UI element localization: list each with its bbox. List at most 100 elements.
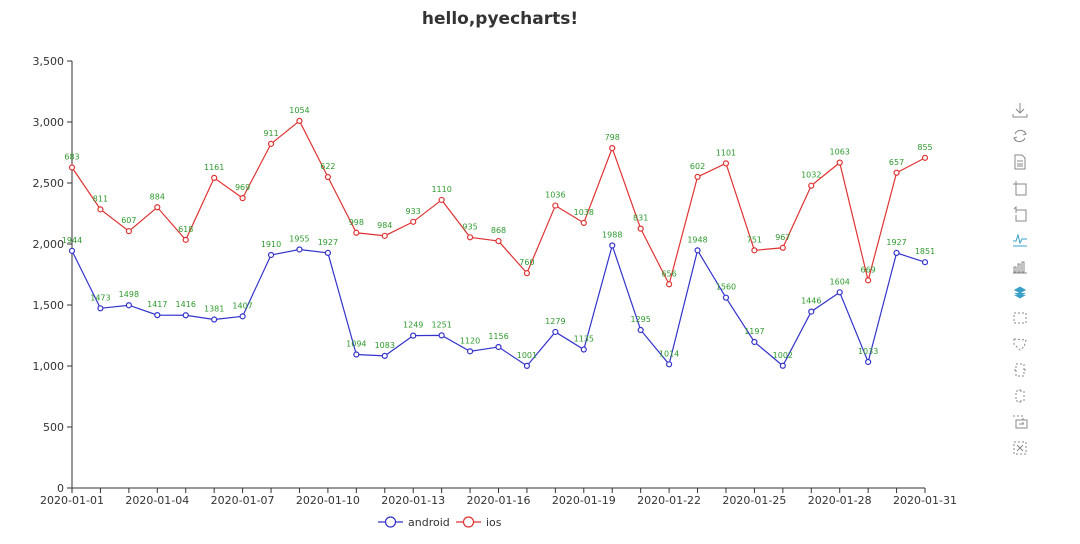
y-tick-label: 1,000: [33, 360, 65, 373]
data-label-android: 1416: [176, 300, 196, 309]
data-label-android: 1851: [915, 247, 935, 256]
data-point-ios: [353, 229, 360, 236]
data-point-ios: [921, 154, 929, 161]
data-point-android: [68, 247, 76, 254]
data-point-ios: [523, 270, 531, 277]
legend-label-ios: ios: [486, 516, 502, 529]
data-label-android: 1135: [574, 335, 594, 344]
data-point-android: [239, 313, 246, 320]
data-label-android: 1927: [886, 238, 906, 247]
data-label-android: 1498: [119, 290, 139, 299]
data-point-android: [211, 316, 218, 323]
data-label-ios: 607: [121, 216, 136, 225]
data-point-ios: [154, 204, 161, 211]
data-label-android: 1988: [602, 230, 622, 239]
x-tick-label: 2020-01-22: [637, 494, 701, 507]
data-point-android: [324, 249, 331, 257]
data-label-android: 1002: [773, 351, 793, 360]
data-point-android: [495, 343, 502, 351]
data-point-ios: [694, 173, 701, 180]
data-point-android: [296, 246, 303, 253]
data-label-android: 1249: [403, 321, 423, 330]
data-label-android: 1407: [232, 301, 252, 310]
data-point-ios: [722, 160, 730, 167]
data-point-android: [410, 332, 417, 339]
brush-icon[interactable]: [1008, 409, 1032, 435]
x-tick-label: 2020-01-13: [381, 494, 445, 507]
data-point-android: [580, 346, 587, 353]
polygon-select-icon[interactable]: [1008, 331, 1032, 357]
data-label-android: 1417: [147, 300, 167, 309]
keep-select-icon[interactable]: [1008, 357, 1032, 383]
restore-icon[interactable]: [1008, 123, 1032, 149]
data-label-android: 1948: [687, 235, 707, 244]
data-point-ios: [97, 206, 104, 213]
y-tick-label: 500: [43, 421, 64, 434]
rect-select-icon[interactable]: [1008, 305, 1032, 331]
stack-icon[interactable]: [1008, 279, 1032, 305]
data-label-ios: 1063: [830, 148, 850, 157]
data-label-android: 1927: [318, 238, 338, 247]
data-label-android: 1279: [545, 317, 565, 326]
data-point-android: [381, 352, 388, 359]
chart-title: hello,pyecharts!: [421, 9, 579, 29]
data-label-android: 1295: [630, 315, 650, 324]
data-label-android: 1251: [431, 320, 451, 329]
data-point-android: [694, 247, 701, 254]
data-label-android: 1001: [517, 351, 537, 360]
y-tick-label: 3,000: [33, 116, 65, 129]
data-point-ios: [410, 218, 417, 225]
data-point-ios: [779, 244, 786, 251]
y-tick-label: 2,000: [33, 238, 65, 251]
bar-icon[interactable]: [1008, 253, 1032, 279]
data-point-android: [665, 361, 673, 368]
data-label-ios: 622: [320, 162, 335, 171]
data-point-ios: [125, 228, 132, 235]
zoom-icon[interactable]: [1008, 175, 1032, 201]
data-point-ios: [751, 247, 758, 254]
data-point-android: [154, 312, 161, 319]
data-label-ios: 868: [491, 226, 506, 235]
data-label-ios: 884: [150, 192, 165, 201]
data-point-android: [751, 338, 758, 346]
legend-label-android: android: [408, 516, 450, 529]
x-tick-label: 2020-01-07: [211, 494, 275, 507]
data-point-android: [552, 328, 559, 336]
data-label-android: 1381: [204, 305, 224, 314]
zoom-back-icon[interactable]: [1008, 201, 1032, 227]
data-label-ios: 1038: [574, 208, 594, 217]
series-line-ios: [71, 119, 926, 286]
data-point-ios: [381, 232, 388, 239]
data-label-ios: 618: [178, 225, 193, 234]
data-label-ios: 657: [889, 158, 904, 167]
data-point-ios: [808, 182, 815, 189]
data-point-android: [637, 326, 644, 334]
clear-select-icon[interactable]: [1008, 383, 1032, 409]
x-tick-label: 2020-01-19: [552, 494, 616, 507]
data-label-android: 1446: [801, 297, 821, 306]
clear-icon[interactable]: [1008, 435, 1032, 461]
save-as-image-icon[interactable]: [1008, 97, 1032, 123]
data-label-android: 1033: [858, 347, 878, 356]
data-view-icon[interactable]: [1008, 149, 1032, 175]
x-tick-label: 2020-01-31: [893, 494, 957, 507]
data-label-ios: 969: [235, 183, 250, 192]
data-label-ios: 998: [349, 218, 364, 227]
x-tick-label: 2020-01-28: [808, 494, 872, 507]
data-label-ios: 933: [406, 207, 421, 216]
data-point-ios: [552, 202, 559, 209]
legend-marker-android: [384, 516, 397, 528]
y-tick-label: 1,500: [33, 299, 65, 312]
data-label-ios: 1032: [801, 171, 821, 180]
data-label-android: 1120: [460, 336, 480, 345]
data-label-ios: 1036: [545, 191, 565, 200]
data-point-ios: [665, 281, 673, 288]
line-icon[interactable]: [1008, 227, 1032, 253]
data-point-ios: [68, 164, 76, 171]
data-label-android: 1944: [62, 236, 82, 245]
data-point-android: [97, 305, 104, 312]
data-label-ios: 602: [690, 162, 705, 171]
data-label-ios: 811: [93, 194, 108, 203]
x-tick-label: 2020-01-16: [467, 494, 531, 507]
